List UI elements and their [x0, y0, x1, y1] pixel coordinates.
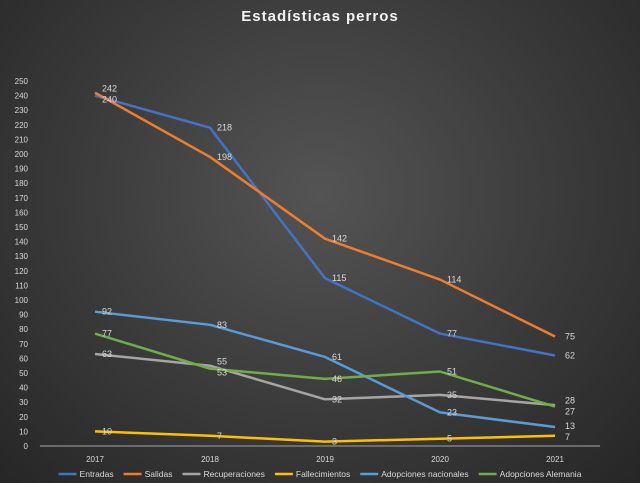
- series-line-salidas: [94, 91, 556, 338]
- data-label: 61: [332, 352, 342, 362]
- x-tick-label: 2021: [546, 455, 564, 464]
- data-label: 23: [447, 407, 457, 417]
- data-label: 75: [565, 332, 575, 342]
- x-tick-label: 2019: [316, 455, 334, 464]
- y-tick-label: 220: [15, 121, 29, 130]
- y-tick-label: 90: [19, 311, 28, 320]
- y-tick-label: 230: [15, 106, 29, 115]
- y-tick-label: 20: [19, 413, 28, 422]
- y-tick-label: 110: [15, 281, 28, 290]
- legend-label: Adopciones Alemania: [500, 469, 582, 479]
- y-tick-label: 100: [15, 296, 29, 305]
- data-label: 35: [447, 390, 457, 400]
- data-label: 198: [217, 152, 232, 162]
- y-tick-label: 210: [15, 135, 29, 144]
- y-tick-label: 120: [15, 267, 29, 276]
- y-tick-label: 30: [19, 398, 28, 407]
- data-label: 53: [217, 368, 227, 378]
- legend-label: Entradas: [80, 469, 114, 479]
- data-label: 63: [102, 349, 112, 359]
- y-tick-label: 60: [19, 354, 28, 363]
- legend-label: Fallecimientos: [296, 469, 350, 479]
- legend-label: Adopciones nacionales: [381, 469, 468, 479]
- y-tick-label: 70: [19, 340, 28, 349]
- data-label: 77: [102, 329, 112, 339]
- data-label: 5: [447, 434, 452, 444]
- y-tick-label: 130: [15, 252, 29, 261]
- series-line-entradas: [94, 94, 556, 357]
- data-label: 77: [447, 329, 457, 339]
- y-tick-label: 180: [15, 179, 29, 188]
- series-line-fallecimientos: [94, 430, 556, 443]
- y-tick-label: 10: [19, 427, 28, 436]
- y-tick-label: 170: [15, 194, 29, 203]
- data-label: 27: [565, 406, 575, 416]
- data-label: 3: [332, 437, 337, 447]
- legend-label: Recuperaciones: [203, 469, 264, 479]
- data-label: 240: [102, 95, 117, 105]
- data-label: 83: [217, 320, 227, 330]
- y-tick-label: 50: [19, 369, 28, 378]
- y-tick-label: 200: [15, 150, 29, 159]
- legend-label: Salidas: [145, 469, 173, 479]
- data-label: 7: [565, 432, 570, 442]
- x-tick-label: 2017: [86, 455, 104, 464]
- x-tick-label: 2020: [431, 455, 449, 464]
- chart-title: Estadísticas perros: [241, 8, 399, 25]
- y-tick-label: 40: [19, 384, 28, 393]
- data-label: 13: [565, 421, 575, 431]
- y-tick-label: 0: [24, 442, 29, 451]
- series-line-adopciones-nacionales: [94, 310, 556, 429]
- y-tick-label: 190: [15, 165, 29, 174]
- data-label: 142: [332, 234, 347, 244]
- series-line-recuperaciones: [94, 352, 556, 407]
- data-label: 115: [332, 273, 346, 283]
- data-label: 51: [447, 367, 457, 377]
- data-label: 114: [447, 275, 461, 285]
- data-label: 62: [565, 350, 575, 360]
- data-label: 92: [102, 307, 112, 317]
- data-label: 55: [217, 357, 227, 367]
- y-tick-label: 250: [15, 77, 29, 86]
- y-tick-label: 80: [19, 325, 28, 334]
- data-label: 32: [332, 394, 342, 404]
- data-label: 10: [102, 426, 112, 436]
- data-label: 7: [217, 431, 222, 441]
- series-line-adopciones-alemania: [94, 332, 556, 408]
- y-tick-label: 240: [15, 92, 29, 101]
- y-tick-label: 160: [15, 208, 29, 217]
- data-label: 242: [102, 84, 117, 94]
- data-label: 28: [565, 395, 575, 405]
- data-label: 46: [332, 374, 342, 384]
- x-tick-label: 2018: [201, 455, 219, 464]
- y-tick-label: 150: [15, 223, 29, 232]
- data-label: 218: [217, 123, 232, 133]
- y-tick-label: 140: [15, 238, 29, 247]
